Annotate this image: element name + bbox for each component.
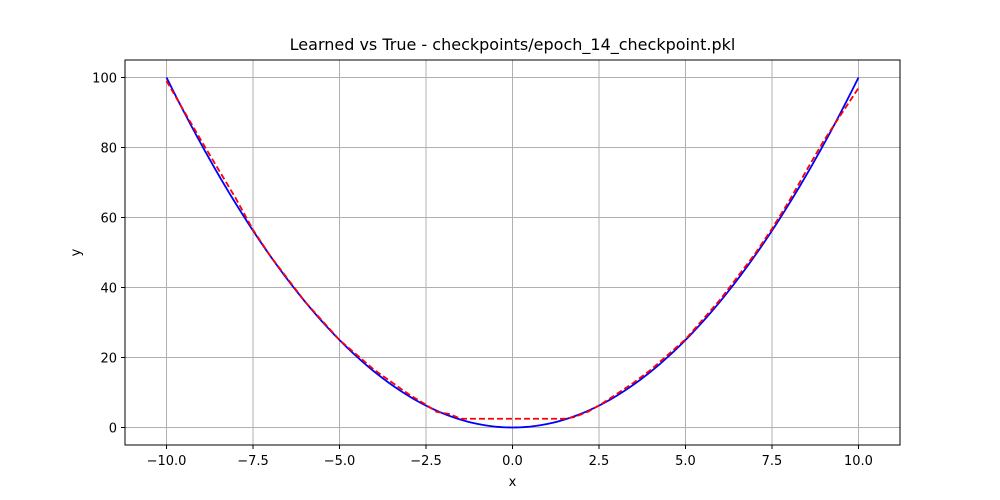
x-tick-label: 5.0	[675, 454, 696, 469]
y-tick-label: 0	[109, 422, 117, 437]
grid	[125, 60, 900, 445]
x-tick-label: 2.5	[589, 454, 610, 469]
learned-series-line	[165, 80, 860, 420]
y-tick-label: 20	[100, 352, 117, 367]
x-tick-label: −2.5	[410, 454, 442, 469]
plot-lines	[165, 77, 860, 429]
x-tick-label: 10.0	[844, 454, 873, 469]
x-tick-label: 0.0	[502, 454, 523, 469]
x-tick-label: −7.5	[237, 454, 269, 469]
y-tick-label: 60	[100, 212, 117, 227]
y-tick-label: 80	[100, 142, 117, 157]
chart-title: Learned vs True - checkpoints/epoch_14_c…	[290, 35, 736, 55]
y-axis-label: y	[69, 248, 84, 256]
ticks: −10.0 −7.5 −5.0 −2.5 0.0 2.5 5.0 7.5 10.0 0 20 40 60…	[92, 72, 873, 470]
x-tick-label: −5.0	[324, 454, 356, 469]
x-axis-label: x	[509, 475, 517, 490]
x-tick-label: 7.5	[762, 454, 783, 469]
y-tick-label: 100	[92, 72, 117, 87]
x-tick-label: −10.0	[147, 454, 187, 469]
y-tick-label: 40	[100, 282, 117, 297]
true-series-line	[165, 77, 860, 429]
